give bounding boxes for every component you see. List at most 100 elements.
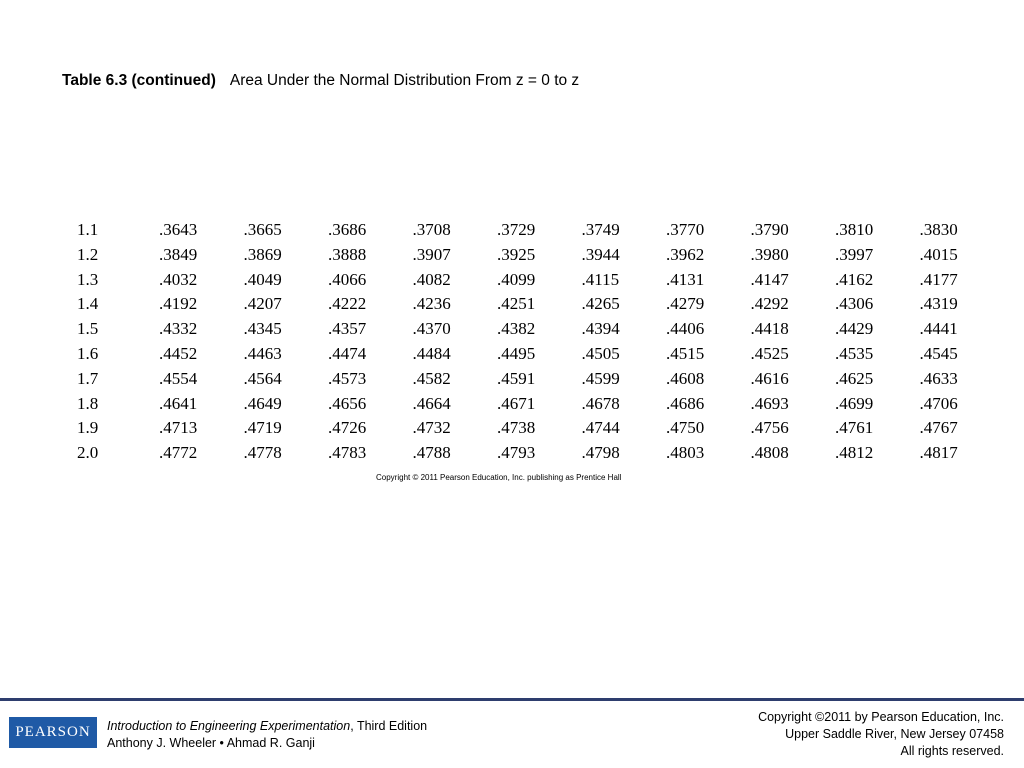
table-row: 1.2 .3849 .3869 .3888 .3907 .3925 .3944 .3962 .3… <box>65 243 1004 268</box>
area-value-cell: .4332 <box>159 319 198 339</box>
z-value-cell: 1.5 <box>77 319 99 339</box>
area-value-cell: .4649 <box>243 393 282 413</box>
area-value-cell: .4452 <box>159 343 198 363</box>
area-value-cell: .4582 <box>412 368 451 388</box>
copyright-line-3: All rights reserved. <box>900 744 1004 758</box>
table-row: 1.6 .4452 .4463 .4474 .4484 .4495 .4505 .4515 .4… <box>65 342 1004 367</box>
area-value-cell: .4564 <box>243 368 282 388</box>
area-value-cell: .4713 <box>159 418 198 438</box>
area-value-cell: .4772 <box>159 443 198 463</box>
table-row: 1.7 .4554 .4564 .4573 .4582 .4591 .4599 .4608 .4… <box>65 367 1004 392</box>
area-value-cell: .4429 <box>835 319 874 339</box>
area-value-cell: .3770 <box>666 220 705 239</box>
area-value-cell: .4319 <box>919 294 958 314</box>
area-value-cell: .4599 <box>581 368 620 388</box>
table-body: 1.1 .3643 .3665 .3686 .3708 .3729 .3749 .3770 .3… <box>65 218 1004 466</box>
area-value-cell: .4131 <box>666 269 705 289</box>
book-edition: , Third Edition <box>350 719 428 733</box>
table-caption: Area Under the Normal Distribution From … <box>229 72 580 89</box>
area-value-cell: .3907 <box>412 244 451 264</box>
book-info: Introduction to Engineering Experimentat… <box>107 718 427 752</box>
area-value-cell: .4147 <box>750 269 789 289</box>
table-row: 1.3 .4032 .4049 .4066 .4082 .4099 .4115 .4131 .4… <box>65 268 1004 293</box>
area-value-cell: .4115 <box>581 269 620 289</box>
area-value-cell: .4706 <box>919 393 958 413</box>
area-value-cell: .4756 <box>750 418 789 438</box>
area-value-cell: .3708 <box>412 220 451 239</box>
area-value-cell: .3849 <box>159 244 198 264</box>
area-value-cell: .4545 <box>919 343 958 363</box>
area-value-cell: .4608 <box>666 368 705 388</box>
normal-distribution-table: 1.1 .3643 .3665 .3686 .3708 .3729 .3749 .3770 .3… <box>65 218 1004 466</box>
area-value-cell: .4744 <box>581 418 620 438</box>
table-row: 1.9 .4713 .4719 .4726 .4732 .4738 .4744 .4750 .4… <box>65 416 1004 441</box>
area-value-cell: .4641 <box>159 393 198 413</box>
area-value-cell: .4292 <box>750 294 789 314</box>
area-value-cell: .4418 <box>750 319 789 339</box>
area-value-cell: .4207 <box>243 294 282 314</box>
z-value-cell: 1.1 <box>77 220 99 239</box>
table-row: 1.1 .3643 .3665 .3686 .3708 .3729 .3749 .3770 .3… <box>65 218 1004 243</box>
area-value-cell: .3925 <box>497 244 536 264</box>
area-value-cell: .4177 <box>919 269 958 289</box>
table-row: 2.0 .4772 .4778 .4783 .4788 .4793 .4798 .4803 .4… <box>65 441 1004 466</box>
area-value-cell: .3729 <box>497 220 536 239</box>
area-value-cell: .3830 <box>919 220 958 239</box>
area-value-cell: .4495 <box>497 343 536 363</box>
area-value-cell: .4591 <box>497 368 536 388</box>
area-value-cell: .4222 <box>328 294 367 314</box>
area-value-cell: .3749 <box>581 220 620 239</box>
area-value-cell: .4382 <box>497 319 536 339</box>
area-value-cell: .4554 <box>159 368 198 388</box>
book-title: Introduction to Engineering Experimentat… <box>107 719 351 733</box>
area-value-cell: .4099 <box>497 269 536 289</box>
area-value-cell: .4162 <box>835 269 874 289</box>
table-row: 1.4 .4192 .4207 .4222 .4236 .4251 .4265 .4279 .4… <box>65 292 1004 317</box>
area-value-cell: .4082 <box>412 269 451 289</box>
area-value-cell: .4793 <box>497 443 536 463</box>
area-value-cell: .4812 <box>835 443 874 463</box>
copyright-line-1: Copyright ©2011 by Pearson Education, In… <box>758 710 1004 724</box>
book-title-line: Introduction to Engineering Experimentat… <box>107 718 427 735</box>
area-value-cell: .3810 <box>835 220 874 239</box>
area-value-cell: .4719 <box>243 418 282 438</box>
table-row: 1.5 .4332 .4345 .4357 .4370 .4382 .4394 .4406 .4… <box>65 317 1004 342</box>
area-value-cell: .3686 <box>328 220 367 239</box>
area-value-cell: .4370 <box>412 319 451 339</box>
table-row: 1.8 .4641 .4649 .4656 .4664 .4671 .4678 .4686 .4… <box>65 392 1004 417</box>
area-value-cell: .4686 <box>666 393 705 413</box>
area-value-cell: .4732 <box>412 418 451 438</box>
area-value-cell: .4738 <box>497 418 536 438</box>
z-value-cell: 1.9 <box>77 418 99 438</box>
area-value-cell: .4265 <box>581 294 620 314</box>
area-value-cell: .4032 <box>159 269 198 289</box>
area-value-cell: .4279 <box>666 294 705 314</box>
area-value-cell: .4192 <box>159 294 198 314</box>
area-value-cell: .4633 <box>919 368 958 388</box>
table-copyright: Copyright © 2011 Pearson Education, Inc.… <box>376 473 622 482</box>
area-value-cell: .3888 <box>328 244 367 264</box>
area-value-cell: .4678 <box>581 393 620 413</box>
area-value-cell: .3980 <box>750 244 789 264</box>
area-value-cell: .4671 <box>497 393 536 413</box>
area-value-cell: .3643 <box>159 220 198 239</box>
area-value-cell: .4817 <box>919 443 958 463</box>
area-value-cell: .3962 <box>666 244 705 264</box>
area-value-cell: .4463 <box>243 343 282 363</box>
area-value-cell: .4625 <box>835 368 874 388</box>
area-value-cell: .4345 <box>243 319 282 339</box>
area-value-cell: .4474 <box>328 343 367 363</box>
z-value-cell: 1.7 <box>77 368 99 388</box>
area-value-cell: .4783 <box>328 443 367 463</box>
area-value-cell: .4573 <box>328 368 367 388</box>
area-value-cell: .4750 <box>666 418 705 438</box>
area-value-cell: .4306 <box>835 294 874 314</box>
area-value-cell: .3944 <box>581 244 620 264</box>
area-value-cell: .4808 <box>750 443 789 463</box>
area-value-cell: .4798 <box>581 443 620 463</box>
page-title: Table 6.3 (continued) Area Under the Norm… <box>62 72 579 90</box>
z-value-cell: 1.2 <box>77 244 99 264</box>
area-value-cell: .4803 <box>666 443 705 463</box>
z-value-cell: 2.0 <box>77 443 99 463</box>
area-value-cell: .3869 <box>243 244 282 264</box>
